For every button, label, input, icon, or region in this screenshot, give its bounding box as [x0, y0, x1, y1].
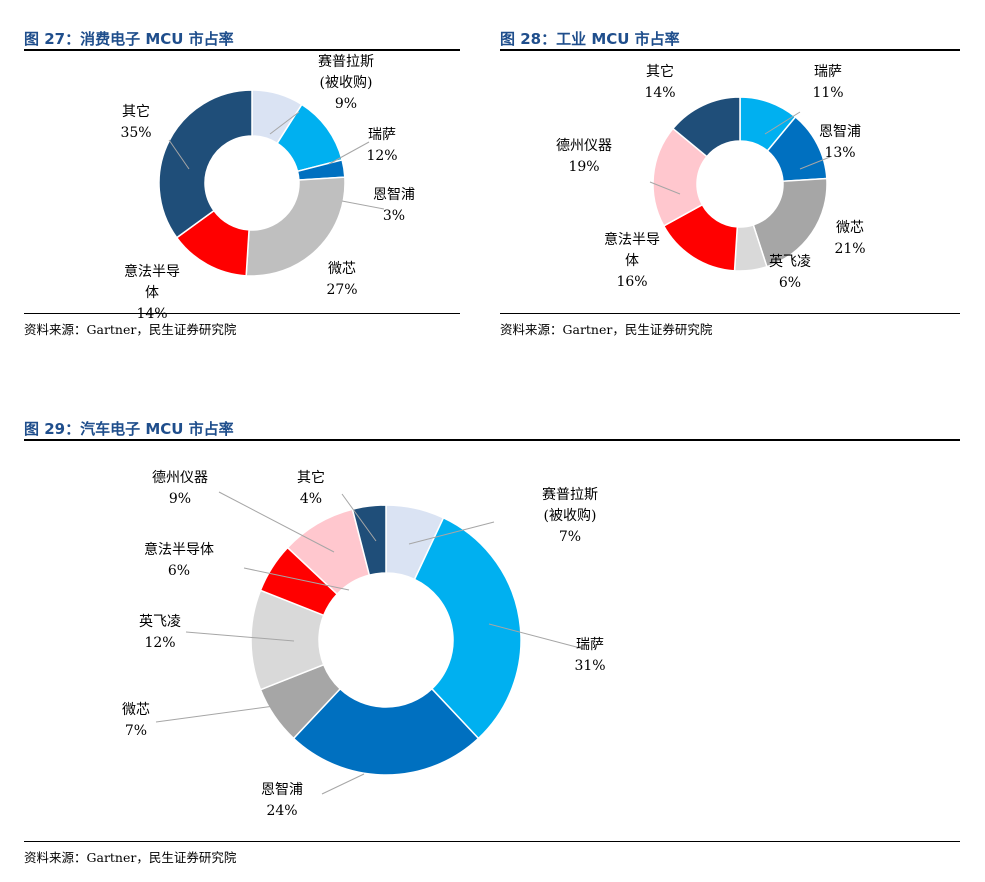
leader-line-0: [408, 521, 495, 545]
slice-label-0: 瑞萨 11%: [812, 64, 843, 101]
slice-label-4: 英飞凌 12%: [139, 613, 181, 651]
chart-panel-automotive: 图 29：汽车电子 MCU 市占率 赛普拉斯(被收购) 7% 瑞萨 31% 恩智浦 24%…: [24, 418, 962, 868]
slice-label-1: 恩智浦 13%: [819, 124, 861, 161]
donut-chart-industrial: 瑞萨 11% 恩智浦 13% 微芯 21% 英飞凌 6% 意法半导体 16% 德州仪器 19% 其它 14…: [556, 63, 866, 291]
chart-panel-consumer: 图 27：消费电子 MCU 市占率 赛普拉斯(被收购) 9% 瑞萨 12% 恩智浦 3% 微…: [24, 28, 462, 348]
slice-label-0: 赛普拉斯(被收购) 7%: [542, 487, 598, 545]
slice-label-2: 恩智浦 3%: [373, 187, 415, 224]
title-rule: [24, 439, 960, 441]
leader-line-2: [321, 773, 365, 795]
leader-line-1: [328, 141, 370, 165]
donut-slice-6: [671, 96, 741, 158]
leader-line-0: [269, 111, 300, 135]
source-note: 资料来源：Gartner，民生证券研究院: [24, 850, 237, 865]
slice-label-6: 其它 14%: [644, 63, 675, 101]
chart-panel-industrial: 图 28：工业 MCU 市占率 瑞萨 11% 恩智浦 13% 微芯 21% 英飞凌 6% 意法半…: [500, 28, 962, 348]
slice-label-5: 意法半导体 6%: [144, 541, 214, 579]
slice-label-3: 微芯 27%: [326, 261, 357, 298]
slice-label-5: 其它 35%: [120, 103, 151, 141]
donut-slice-1: [413, 516, 522, 740]
source-rule: [500, 313, 960, 314]
slice-label-0: 赛普拉斯(被收购) 9%: [318, 54, 374, 112]
leader-line-5: [649, 181, 681, 195]
slice-label-5: 德州仪器 19%: [556, 138, 612, 175]
slice-label-7: 其它 4%: [297, 469, 325, 507]
donut-slice-3: [245, 176, 346, 277]
slice-label-3: 英飞凌 6%: [769, 253, 811, 291]
leader-line-2: [341, 200, 385, 210]
title-rule: [500, 49, 960, 51]
donut-slice-5: [158, 89, 253, 239]
slice-label-4: 意法半导体 14%: [124, 263, 180, 322]
donut-chart-automotive: 赛普拉斯(被收购) 7% 瑞萨 31% 恩智浦 24% 微芯 7% 英飞凌 12% 意法半导体 6% 德…: [122, 469, 606, 819]
slice-label-1: 瑞萨 12%: [366, 127, 397, 164]
donut-chart-consumer: 赛普拉斯(被收购) 9% 瑞萨 12% 恩智浦 3% 微芯 27% 意法半导体 14% 其它 35%: [120, 54, 415, 322]
leader-line-1: [488, 623, 585, 650]
leader-line-1: [799, 156, 831, 170]
leader-line-5: [168, 139, 190, 170]
slice-label-6: 德州仪器 9%: [152, 470, 208, 507]
chart-title: 图 27：消费电子 MCU 市占率: [24, 30, 234, 48]
leader-line-3: [155, 703, 290, 723]
chart-title: 图 29：汽车电子 MCU 市占率: [24, 420, 234, 438]
slice-label-4: 意法半导体 16%: [604, 231, 660, 290]
slice-label-3: 微芯 7%: [122, 702, 150, 739]
leader-line-0: [764, 111, 801, 135]
source-rule: [24, 841, 960, 842]
chart-title: 图 28：工业 MCU 市占率: [500, 30, 680, 48]
slice-label-1: 瑞萨 31%: [574, 637, 605, 674]
leader-line-7: [341, 493, 377, 542]
donut-slice-2: [292, 687, 480, 776]
leader-line-6: [218, 491, 335, 553]
source-rule: [24, 313, 460, 314]
leader-line-4: [185, 631, 295, 642]
source-note: 资料来源：Gartner，民生证券研究院: [500, 322, 713, 337]
leader-line-5: [243, 567, 350, 591]
slice-label-2: 微芯 21%: [834, 220, 865, 257]
title-rule: [24, 49, 460, 51]
source-note: 资料来源：Gartner，民生证券研究院: [24, 322, 237, 337]
slice-label-2: 恩智浦 24%: [261, 782, 303, 819]
donut-slice-7: [351, 504, 387, 577]
